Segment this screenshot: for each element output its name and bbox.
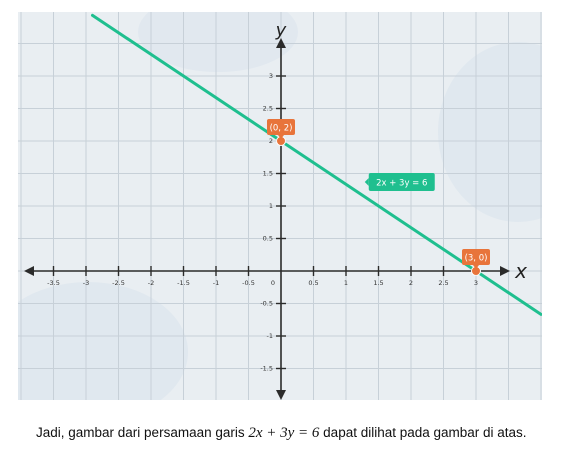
point-label-box — [267, 119, 295, 135]
point-label-pointer — [278, 135, 284, 139]
x-tick-label: 3 — [474, 279, 478, 287]
background-blob — [438, 42, 564, 222]
caption: Jadi, gambar dari persamaan garis 2x + 3… — [36, 424, 546, 442]
x-tick-label: 2 — [409, 279, 413, 287]
point-label-box — [462, 249, 490, 265]
point-label-pointer — [473, 265, 479, 269]
x-axis-label: x — [514, 259, 527, 283]
background-blob — [138, 0, 298, 72]
y-tick-label: 2.5 — [263, 105, 273, 113]
y-tick-label: 3 — [269, 72, 273, 80]
point-label: (3, 0) — [465, 254, 488, 264]
y-axis-arrow-up — [276, 38, 286, 48]
y-tick-label: -0.5 — [260, 300, 273, 308]
y-tick-label: 2 — [269, 137, 273, 145]
x-tick-label: 1.5 — [373, 279, 383, 287]
x-axis-arrow-left — [24, 266, 34, 276]
equation-label-box — [368, 172, 435, 191]
y-tick-label: -1.5 — [260, 365, 273, 373]
background-blob — [0, 282, 188, 422]
equation-label: 2x + 3y = 6 — [376, 178, 427, 188]
y-axis-label: y — [275, 20, 287, 41]
y-tick-label: 0.5 — [263, 235, 273, 243]
point-label: (0, 2) — [270, 124, 293, 134]
equation-label-pointer — [364, 177, 369, 186]
y-tick-label: -1 — [267, 332, 273, 340]
x-tick-label: -2 — [148, 279, 154, 287]
coordinate-plane: x y -3.5 -3 -2.5 -2 -1.5 -1 -0.5 0.5 1 1.5 2 2.5 3 0 3 2.… — [0, 0, 564, 422]
x-tick-label: -3 — [83, 279, 89, 287]
x-axis-arrow-right — [500, 266, 510, 276]
caption-suffix: dapat dilihat pada gambar di atas. — [319, 425, 527, 440]
y-tick-label: 1.5 — [263, 170, 273, 178]
x-tick-label: -3.5 — [47, 279, 60, 287]
origin-label: 0 — [271, 279, 275, 287]
x-tick-label: -2.5 — [112, 279, 125, 287]
y-tick-label: 1 — [269, 202, 273, 210]
caption-equation: 2x + 3y = 6 — [248, 425, 320, 441]
x-tick-label: 0.5 — [308, 279, 318, 287]
x-tick-label: 2.5 — [438, 279, 448, 287]
caption-prefix: Jadi, gambar dari persamaan garis — [36, 425, 249, 440]
graph-figure: x y -3.5 -3 -2.5 -2 -1.5 -1 -0.5 0.5 1 1.5 2 2.5 3 0 3 2.… — [0, 0, 564, 422]
y-axis-arrow-down — [276, 390, 286, 400]
x-tick-label: -1 — [213, 279, 219, 287]
x-tick-label: -0.5 — [242, 279, 255, 287]
x-tick-label: 1 — [344, 279, 348, 287]
x-tick-label: -1.5 — [177, 279, 190, 287]
